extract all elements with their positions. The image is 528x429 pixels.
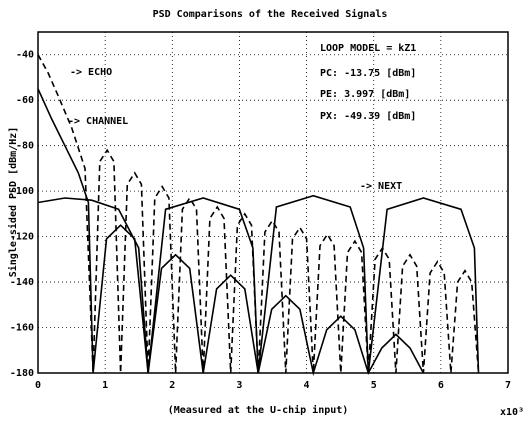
annotation: LOOP MODEL = kZ1 bbox=[320, 43, 416, 54]
annotation: PC: -13.75 [dBm] bbox=[320, 68, 416, 79]
legend-label: -> ECHO bbox=[70, 67, 112, 78]
annotation: PE: 3.997 [dBm] bbox=[320, 89, 410, 100]
x-tick-label: 3 bbox=[236, 380, 242, 391]
y-tick-label: -80 bbox=[16, 141, 34, 152]
series-line bbox=[37, 54, 480, 374]
x-tick-label: 7 bbox=[505, 380, 511, 391]
y-tick-label: -140 bbox=[10, 277, 34, 288]
x-scale-note: x10³ bbox=[500, 407, 524, 418]
y-tick-label: -180 bbox=[10, 368, 34, 379]
y-tick-label: -120 bbox=[10, 232, 34, 243]
legend-label: -> CHANNEL bbox=[68, 116, 128, 127]
x-tick-label: 2 bbox=[169, 380, 175, 391]
x-tick-label: 5 bbox=[371, 380, 377, 391]
series-line bbox=[37, 194, 480, 374]
y-tick-label: -160 bbox=[10, 323, 34, 334]
x-tick-label: 6 bbox=[438, 380, 444, 391]
x-axis-label: (Measured at the U-chip input) bbox=[168, 404, 349, 416]
annotation: PX: -49.39 [dBm] bbox=[320, 111, 416, 122]
y-tick-label: -40 bbox=[16, 50, 34, 61]
x-tick-label: 4 bbox=[304, 380, 310, 391]
x-tick-label: 0 bbox=[35, 380, 41, 391]
y-tick-label: -100 bbox=[10, 186, 34, 197]
chart-title: PSD Comparisons of the Received Signals bbox=[153, 8, 388, 20]
y-tick-label: -60 bbox=[16, 95, 34, 106]
x-tick-label: 1 bbox=[102, 380, 108, 391]
series-line bbox=[37, 88, 425, 377]
y-axis-label: Single-sided PSD [dBm/Hz] bbox=[7, 127, 19, 278]
legend-label: -> NEXT bbox=[360, 181, 402, 192]
